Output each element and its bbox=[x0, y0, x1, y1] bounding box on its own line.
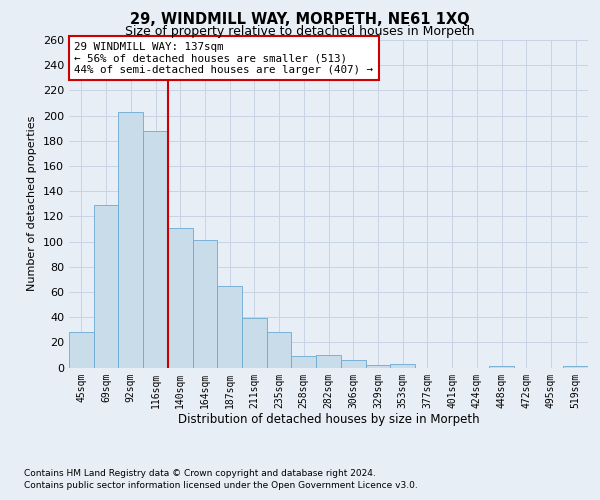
Text: 29 WINDMILL WAY: 137sqm
← 56% of detached houses are smaller (513)
44% of semi-d: 29 WINDMILL WAY: 137sqm ← 56% of detache… bbox=[74, 42, 373, 75]
Bar bbox=[563, 366, 588, 368]
Bar bbox=[94, 205, 118, 368]
Bar bbox=[292, 356, 316, 368]
Text: Size of property relative to detached houses in Morpeth: Size of property relative to detached ho… bbox=[125, 25, 475, 38]
Bar bbox=[489, 366, 514, 368]
Bar bbox=[242, 318, 267, 368]
Bar bbox=[193, 240, 217, 368]
Text: Distribution of detached houses by size in Morpeth: Distribution of detached houses by size … bbox=[178, 412, 479, 426]
Bar bbox=[267, 332, 292, 368]
Y-axis label: Number of detached properties: Number of detached properties bbox=[28, 116, 37, 292]
Bar bbox=[316, 355, 341, 368]
Bar bbox=[69, 332, 94, 368]
Bar bbox=[365, 365, 390, 368]
Text: Contains HM Land Registry data © Crown copyright and database right 2024.: Contains HM Land Registry data © Crown c… bbox=[24, 469, 376, 478]
Text: 29, WINDMILL WAY, MORPETH, NE61 1XQ: 29, WINDMILL WAY, MORPETH, NE61 1XQ bbox=[130, 12, 470, 28]
Bar bbox=[168, 228, 193, 368]
Bar bbox=[118, 112, 143, 368]
Text: Contains public sector information licensed under the Open Government Licence v3: Contains public sector information licen… bbox=[24, 481, 418, 490]
Bar bbox=[143, 130, 168, 368]
Bar bbox=[341, 360, 365, 368]
Bar bbox=[390, 364, 415, 368]
Bar bbox=[217, 286, 242, 368]
